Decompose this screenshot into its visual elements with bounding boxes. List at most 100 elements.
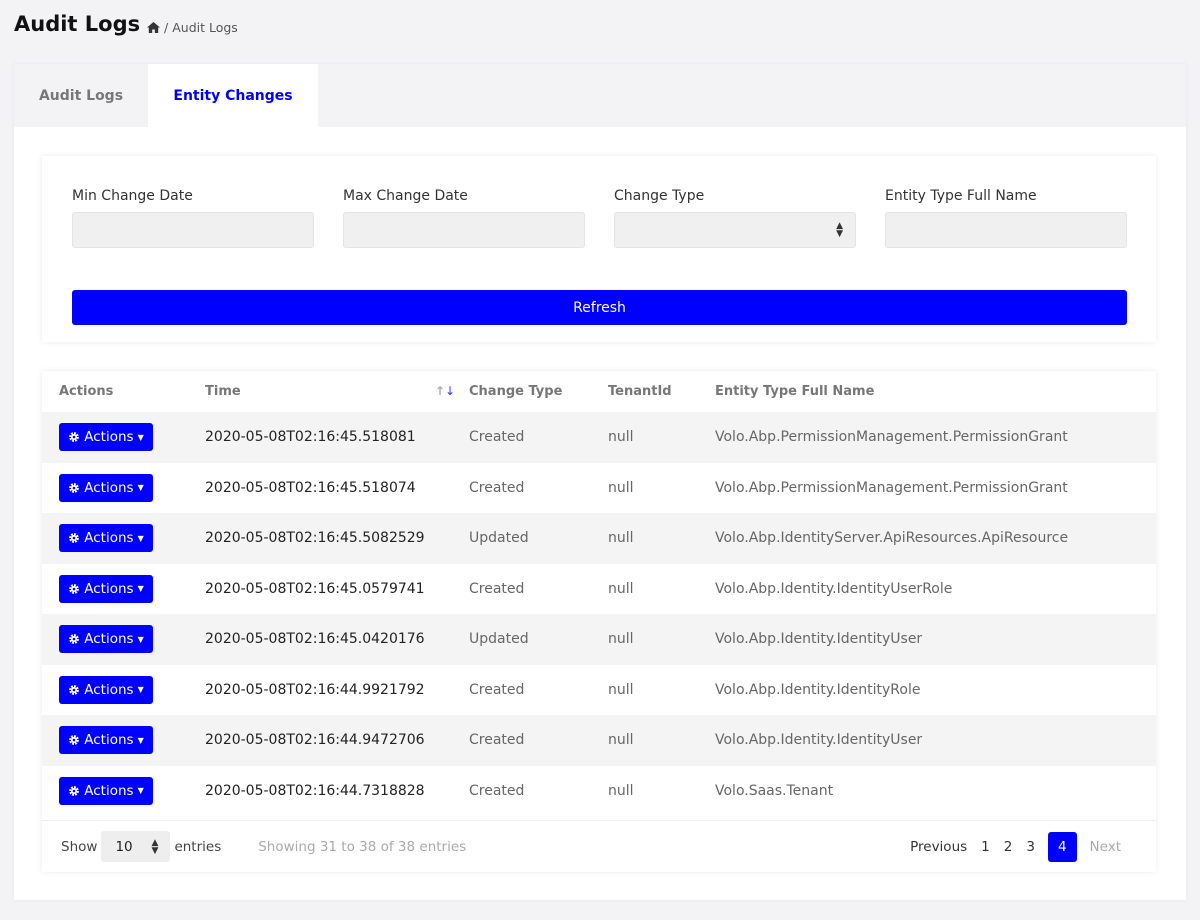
change-type-cell: Created [469,782,525,799]
col-tenant-id[interactable]: TenantId [608,384,672,399]
home-icon[interactable] [147,22,160,33]
gear-icon [69,684,80,695]
breadcrumb-current: Audit Logs [172,20,238,35]
page-2-button[interactable]: 2 [1003,838,1013,855]
time-cell: 2020-05-08T02:16:45.0579741 [205,580,425,597]
breadcrumb-separator: / [164,20,169,35]
caret-down-icon: ▼ [137,533,144,543]
tenant-id-cell: null [608,580,634,597]
previous-page-button[interactable]: Previous [910,838,968,855]
change-type-cell: Created [469,580,525,597]
page-4-button[interactable]: 4 [1047,831,1077,862]
entity-type-input[interactable] [885,212,1127,248]
entity-type-cell: Volo.Saas.Tenant [715,782,834,799]
actions-dropdown-button[interactable]: Actions ▼ [59,625,153,654]
tenant-id-cell: null [608,614,715,665]
change-type-cell: Updated [469,614,608,665]
sort-icon[interactable]: ↑↓ [434,384,455,398]
page-3-button[interactable]: 3 [1026,838,1035,855]
table-row: Actions ▼ 2020-05-08T02:16:45.0579741 Cre… [42,564,1156,615]
actions-dropdown-button[interactable]: Actions ▼ [59,776,153,805]
tab-audit-logs[interactable]: Audit Logs [38,87,124,104]
time-cell: 2020-05-08T02:16:45.0420176 [205,614,469,665]
caret-down-icon: ▼ [137,735,144,745]
max-date-input[interactable] [343,212,585,248]
actions-dropdown-button[interactable]: Actions ▼ [59,473,153,502]
breadcrumb: / Audit Logs [147,20,238,35]
change-type-select[interactable]: ▲ ▼ [614,212,856,248]
actions-cell: Actions ▼ [42,463,205,514]
refresh-button[interactable]: Refresh [72,290,1127,325]
entity-type-cell: Volo.Abp.PermissionManagement.Permission… [715,479,1068,496]
actions-dropdown-button[interactable]: Actions ▼ [59,423,153,452]
caret-down-icon: ▼ [137,786,144,796]
caret-down-icon: ▼ [137,483,144,493]
time-cell: 2020-05-08T02:16:44.9472706 [205,715,469,766]
table-header: Actions Time ↑↓ Change Type TenantId Enti… [42,371,1156,412]
tab-entity-changes[interactable]: Entity Changes [148,64,318,127]
tenant-id-cell: null [608,681,634,698]
col-time[interactable]: Time ↑↓ [205,371,469,412]
actions-label: Actions [84,631,134,648]
gear-icon [69,785,80,796]
pagination: Previous 1 2 3 4 Next [903,831,1128,862]
entity-type-cell: Volo.Abp.Identity.IdentityRole [715,681,921,698]
change-type-cell: Created [469,412,608,463]
actions-cell: Actions ▼ [42,715,205,766]
change-type-cell: Updated [469,513,608,564]
actions-label: Actions [84,530,134,547]
actions-label: Actions [84,429,134,446]
tab-bar: Audit Logs Entity Changes [14,64,1186,127]
page-1-button[interactable]: 1 [981,838,990,855]
entity-type-cell: Volo.Abp.IdentityServer.ApiResources.Api… [715,513,1156,564]
actions-cell: Actions ▼ [42,564,205,615]
table-footer: Show 10 ▲ ▼ entries Showing 31 to 38 of 38… [42,820,1156,872]
actions-label: Actions [84,732,134,749]
entity-changes-table: Actions Time ↑↓ Change Type TenantId Enti… [42,371,1156,816]
next-page-button[interactable]: Next [1089,838,1121,855]
col-entity-type[interactable]: Entity Type Full Name [715,384,875,399]
actions-cell: Actions ▼ [42,614,205,665]
page-title: Audit Logs [14,12,141,36]
entity-type-cell: Volo.Abp.Identity.IdentityUser [715,614,1156,665]
entity-type-label: Entity Type Full Name [885,188,1037,204]
actions-cell: Actions ▼ [42,766,205,817]
change-type-label: Change Type [614,188,705,204]
table-row: Actions ▼ 2020-05-08T02:16:45.518081 Crea… [42,412,1156,463]
col-actions: Actions [59,384,114,399]
page-length-select[interactable]: 10 ▲ ▼ [101,831,171,862]
min-date-input[interactable] [72,212,314,248]
min-date-label: Min Change Date [72,188,193,204]
gear-icon [69,482,80,493]
caret-down-icon: ▼ [137,685,144,695]
actions-dropdown-button[interactable]: Actions ▼ [59,726,153,755]
table-row: Actions ▼ 2020-05-08T02:16:44.9472706 Cre… [42,715,1156,766]
tenant-id-cell: null [608,715,715,766]
actions-label: Actions [84,479,134,496]
max-date-label: Max Change Date [343,188,468,204]
tenant-id-cell: null [608,412,715,463]
actions-label: Actions [84,681,134,698]
main-card: Audit Logs Entity Changes Min Change Dat… [14,64,1186,900]
col-change-type[interactable]: Change Type [469,384,563,399]
actions-dropdown-button[interactable]: Actions ▼ [59,675,153,704]
page-length-value: 10 [115,838,133,855]
tenant-id-cell: null [608,513,715,564]
actions-dropdown-button[interactable]: Actions ▼ [59,574,153,603]
table-row: Actions ▼ 2020-05-08T02:16:45.0420176 Upd… [42,614,1156,665]
table-row: Actions ▼ 2020-05-08T02:16:44.9921792 Cre… [42,665,1156,716]
col-time-label: Time [205,384,241,399]
gear-icon [69,432,80,443]
entries-label: entries [174,838,222,855]
change-type-cell: Created [469,715,608,766]
time-cell: 2020-05-08T02:16:45.5082529 [205,513,469,564]
actions-dropdown-button[interactable]: Actions ▼ [59,524,153,553]
table-row: Actions ▼ 2020-05-08T02:16:45.5082529 Upd… [42,513,1156,564]
table-info: Showing 31 to 38 of 38 entries [258,838,467,855]
caret-down-icon: ▼ [137,432,144,442]
tenant-id-cell: null [608,479,634,496]
select-arrows-icon: ▲ ▼ [151,838,159,856]
actions-cell: Actions ▼ [42,513,205,564]
gear-icon [69,583,80,594]
table-card: Actions Time ↑↓ Change Type TenantId Enti… [42,371,1156,872]
